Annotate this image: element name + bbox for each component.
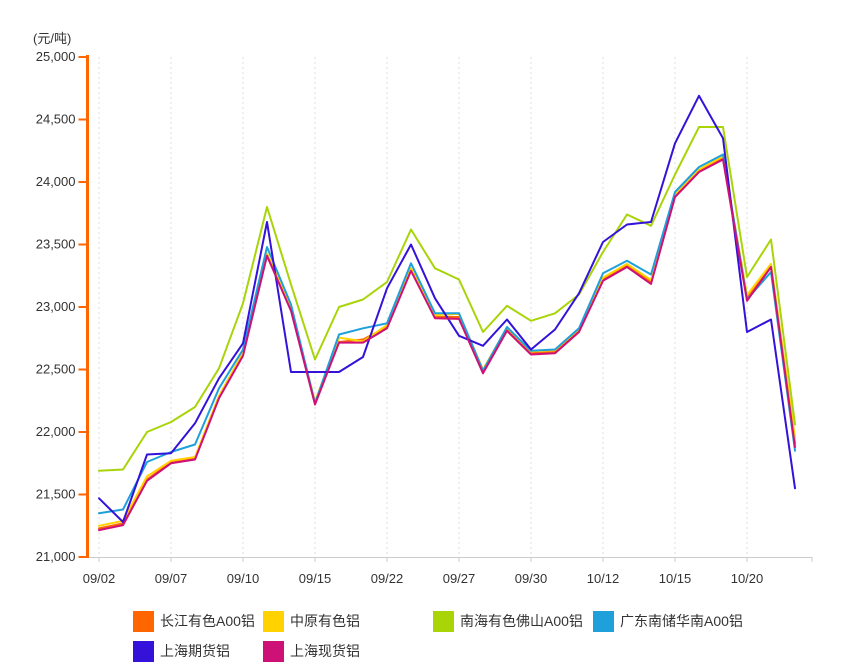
y-axis-tick-label: 22,500 <box>36 362 76 377</box>
legend-item[interactable]: 上海期货铝 <box>133 641 230 662</box>
x-axis-tick-label: 10/12 <box>587 571 620 586</box>
y-axis-tick-label: 24,000 <box>36 174 76 189</box>
legend-item[interactable]: 上海现货铝 <box>263 641 360 662</box>
series-line <box>98 157 796 530</box>
x-axis-tick-label: 09/10 <box>227 571 260 586</box>
x-axis-tick-label: 09/07 <box>155 571 188 586</box>
legend-item[interactable]: 长江有色A00铝 <box>133 611 255 632</box>
x-axis-tick-label: 10/15 <box>659 571 692 586</box>
price-line-chart: 09/02 09/07 09/10 09/15 09/22 09/27 09/30 10/12… <box>36 49 813 586</box>
y-axis-tick-label: 21,000 <box>36 549 76 564</box>
y-axis-tick-label: 22,000 <box>36 424 76 439</box>
x-axis-tick-label: 09/27 <box>443 571 476 586</box>
y-axis-unit-label: (元/吨) <box>33 31 72 46</box>
series-line <box>98 155 796 527</box>
legend-item-label: 长江有色A00铝 <box>160 613 255 629</box>
legend-color-swatch <box>433 611 454 632</box>
legend-color-swatch <box>263 641 284 662</box>
series-line <box>98 94 796 523</box>
y-axis-tick-label: 21,500 <box>36 487 76 502</box>
legend-item-label: 上海期货铝 <box>160 643 230 659</box>
legend-color-swatch <box>133 641 154 662</box>
legend-item[interactable]: 南海有色佛山A00铝 <box>433 611 583 632</box>
legend-color-swatch <box>263 611 284 632</box>
legend-color-swatch <box>133 611 154 632</box>
y-axis-tick-label: 24,500 <box>36 112 76 127</box>
series-line <box>98 158 796 532</box>
legend-item[interactable]: 中原有色铝 <box>263 611 360 632</box>
legend-item-label: 广东南储华南A00铝 <box>620 613 743 629</box>
legend-item-label: 中原有色铝 <box>290 613 360 629</box>
y-axis-tick-label: 25,000 <box>36 49 76 64</box>
x-axis-tick-label: 09/15 <box>299 571 332 586</box>
x-axis-tick-label: 09/02 <box>83 571 116 586</box>
x-axis-tick-label: 09/30 <box>515 571 548 586</box>
x-axis-tick-label: 10/20 <box>731 571 764 586</box>
legend-color-swatch <box>593 611 614 632</box>
series-line <box>98 153 796 515</box>
y-axis-tick-label: 23,500 <box>36 237 76 252</box>
series-line <box>98 126 796 472</box>
legend-item-label: 上海现货铝 <box>290 643 360 659</box>
legend-item-label: 南海有色佛山A00铝 <box>460 613 583 629</box>
y-axis-tick-label: 23,000 <box>36 299 76 314</box>
x-axis-tick-label: 09/22 <box>371 571 404 586</box>
legend-item[interactable]: 广东南储华南A00铝 <box>593 611 743 632</box>
